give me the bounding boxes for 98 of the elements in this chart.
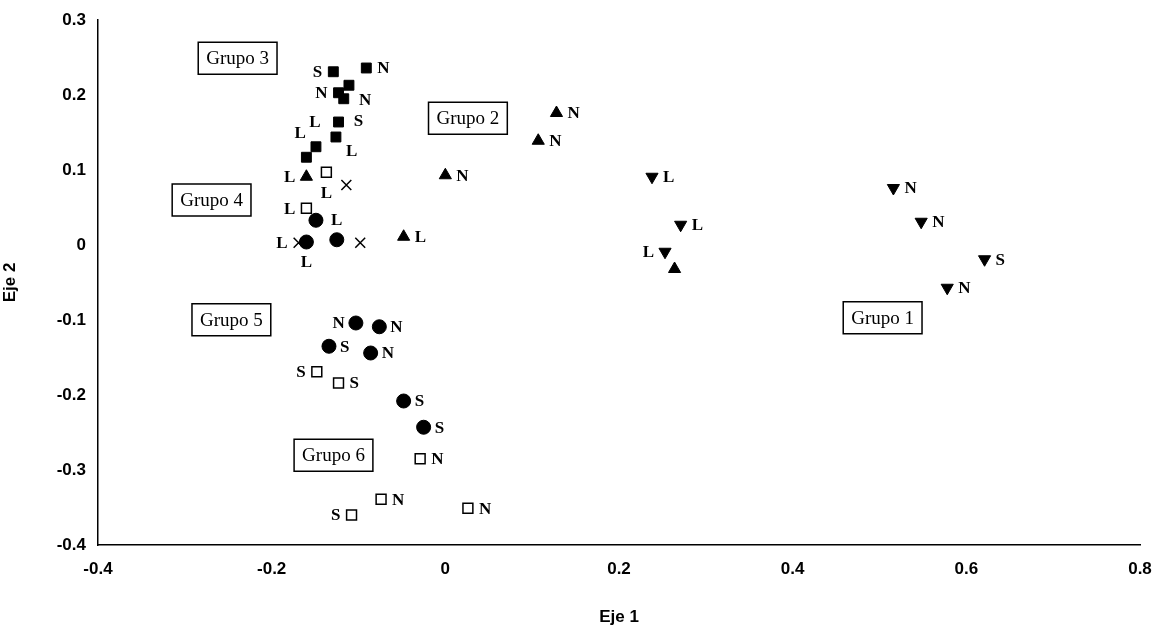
data-label: L [276, 233, 288, 253]
point [462, 502, 474, 514]
annotation: Grupo 6 [302, 444, 365, 466]
point [321, 338, 337, 354]
point [360, 62, 372, 74]
point [978, 255, 992, 267]
point [940, 283, 954, 296]
point [416, 419, 432, 435]
data-label: N [932, 212, 946, 232]
data-label: N [478, 498, 492, 518]
y-tick-label: -0.2 [56, 384, 86, 404]
point [531, 133, 545, 145]
point [396, 393, 412, 409]
point [300, 151, 312, 163]
data-label: N [958, 278, 972, 298]
point [914, 217, 928, 230]
data-label: N [456, 165, 470, 185]
point [348, 315, 364, 331]
data-label: S [331, 505, 341, 525]
data-label: L [300, 252, 313, 272]
x-tick-label: -0.4 [83, 558, 114, 578]
point [298, 234, 314, 250]
data-label: L [642, 242, 655, 262]
data-label: L [663, 167, 675, 187]
data-label: S [339, 336, 350, 356]
point [327, 66, 339, 78]
point [308, 212, 324, 228]
data-label: N [332, 313, 346, 333]
annotation: Grupo 2 [436, 107, 500, 129]
y-axis-title: Eje 2 [0, 262, 19, 303]
data-label: S [349, 373, 359, 393]
point [333, 116, 344, 128]
x-tick-label: 0.2 [607, 558, 631, 578]
y-tick-label: -0.3 [56, 459, 86, 479]
x-tick-label: 0.4 [780, 558, 806, 578]
point [320, 166, 333, 178]
data-label: L [284, 198, 296, 218]
data-label: S [995, 249, 1006, 269]
point [375, 493, 387, 505]
data-label: N [377, 58, 391, 78]
x-axis-title: Eje 1 [599, 607, 639, 627]
annotation: Grupo 5 [199, 308, 263, 330]
data-label: L [414, 227, 426, 247]
data-label: N [392, 489, 406, 509]
point [332, 377, 345, 389]
data-label: N [549, 131, 563, 151]
data-label: L [284, 167, 296, 187]
point [645, 172, 659, 185]
annotation: Grupo 1 [851, 306, 915, 328]
y-tick-label: 0.2 [62, 84, 86, 104]
data-label: S [353, 111, 364, 131]
data-label: S [312, 62, 323, 82]
point [886, 184, 900, 196]
point [300, 202, 313, 214]
point [397, 229, 411, 241]
x-tick-label: -0.2 [257, 558, 287, 578]
data-label: N [390, 317, 404, 337]
x-tick-label: 0.8 [1128, 558, 1152, 578]
point [338, 93, 350, 105]
y-tick-label: -0.4 [56, 534, 87, 554]
point [658, 247, 672, 260]
data-label: S [434, 417, 445, 437]
data-label: N [567, 103, 581, 123]
x-tick-label: 0.6 [954, 558, 979, 578]
point [414, 453, 426, 465]
data-label: N [381, 343, 395, 363]
y-tick-label: 0.3 [62, 9, 86, 29]
data-label: N [358, 89, 372, 109]
point [299, 169, 313, 181]
point [438, 167, 452, 180]
data-label: N [904, 178, 918, 198]
data-label: L [309, 112, 321, 132]
data-label: S [296, 362, 306, 382]
data-label: L [691, 215, 703, 235]
data-label: L [345, 141, 358, 161]
point [371, 319, 387, 335]
point [340, 179, 353, 191]
point [363, 345, 379, 361]
data-label: N [315, 83, 329, 103]
x-tick-label: 0 [440, 558, 451, 578]
data-label: N [431, 449, 445, 469]
y-tick-label: 0.1 [62, 159, 86, 179]
point [329, 232, 345, 248]
annotation: Grupo 3 [206, 47, 270, 69]
point [354, 237, 366, 249]
y-tick-label: 0 [76, 234, 86, 254]
annotation: Grupo 4 [180, 189, 244, 211]
y-tick-label: -0.1 [56, 309, 86, 329]
point [345, 509, 358, 521]
data-label: L [320, 182, 333, 202]
data-label: S [414, 391, 425, 411]
data-label: L [294, 123, 306, 143]
point [330, 131, 342, 143]
data-label: L [331, 210, 343, 230]
point [674, 220, 688, 233]
point [311, 366, 323, 378]
point [343, 79, 355, 91]
point [310, 141, 322, 153]
